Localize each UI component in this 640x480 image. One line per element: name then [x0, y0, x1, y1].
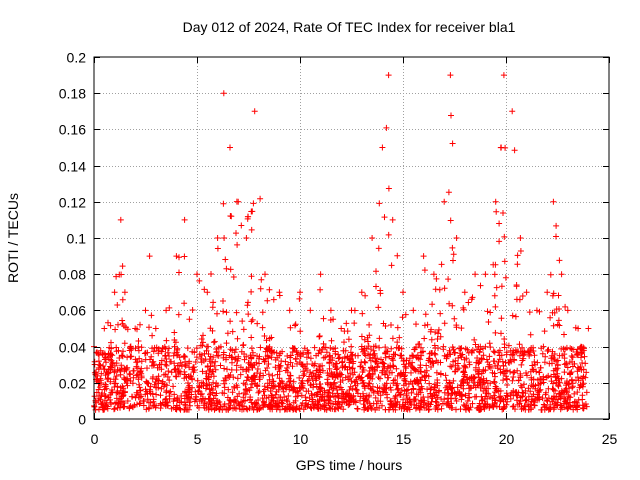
x-tick-label: 20 — [499, 431, 515, 447]
data-points-layer — [91, 72, 592, 413]
roti-data-points — [91, 72, 592, 413]
y-tick-label: 0.08 — [59, 267, 86, 283]
chart-title: Day 012 of 2024, Rate Of TEC Index for r… — [183, 19, 516, 35]
y-tick-label: 0.02 — [59, 376, 86, 392]
y-tick-label: 0.12 — [59, 195, 86, 211]
y-tick-label: 0 — [78, 412, 86, 428]
x-tick-label: 5 — [194, 431, 202, 447]
y-tick-label: 0.14 — [59, 159, 86, 175]
y-tick-label: 0.16 — [59, 122, 86, 138]
x-tick-label: 10 — [293, 431, 309, 447]
y-tick-label: 0.1 — [67, 231, 87, 247]
x-tick-label: 0 — [91, 431, 99, 447]
y-tick-label: 0.06 — [59, 303, 86, 319]
y-tick-label: 0.04 — [59, 340, 86, 356]
y-tick-label: 0.2 — [67, 50, 87, 66]
x-tick-label: 15 — [396, 431, 412, 447]
x-tick-label: 25 — [602, 431, 618, 447]
x-axis-label: GPS time / hours — [296, 457, 403, 473]
y-tick-label: 0.18 — [59, 86, 86, 102]
ticks-layer: 0 5 10 15 20 25 0 0.02 0.04 0.06 0.08 0.1 0.12 0.14 0.… — [59, 50, 618, 448]
y-axis-label: ROTI / TECUs — [5, 193, 21, 283]
